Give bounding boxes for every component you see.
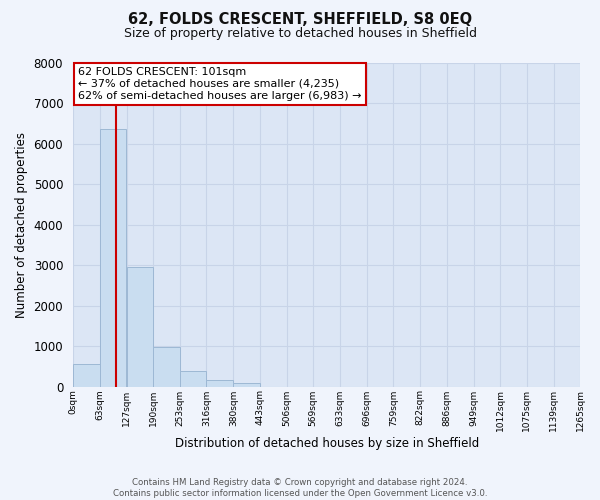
Bar [127,267,153,386]
Text: Size of property relative to detached houses in Sheffield: Size of property relative to detached ho… [124,28,476,40]
Bar [180,371,206,386]
Bar [73,364,100,386]
Bar [153,348,180,387]
X-axis label: Distribution of detached houses by size in Sheffield: Distribution of detached houses by size … [175,437,479,450]
Y-axis label: Number of detached properties: Number of detached properties [15,132,28,318]
Text: 62, FOLDS CRESCENT, SHEFFIELD, S8 0EQ: 62, FOLDS CRESCENT, SHEFFIELD, S8 0EQ [128,12,472,28]
Bar [100,130,126,386]
Text: Contains HM Land Registry data © Crown copyright and database right 2024.
Contai: Contains HM Land Registry data © Crown c… [113,478,487,498]
Bar [206,380,233,386]
Bar [233,383,260,386]
Text: 62 FOLDS CRESCENT: 101sqm
← 37% of detached houses are smaller (4,235)
62% of se: 62 FOLDS CRESCENT: 101sqm ← 37% of detac… [78,68,361,100]
